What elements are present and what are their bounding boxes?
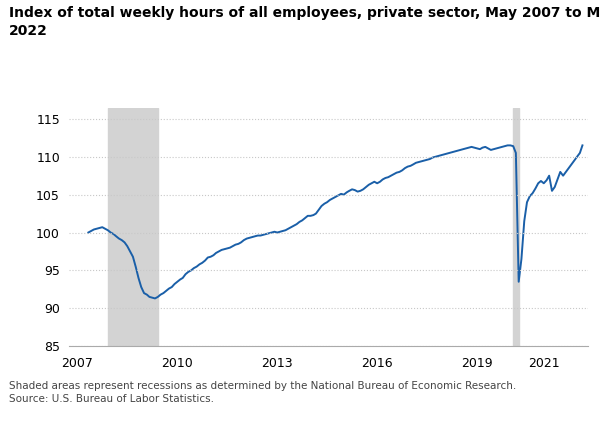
Bar [513,108,518,346]
Text: Shaded areas represent recessions as determined by the National Bureau of Econom: Shaded areas represent recessions as det… [9,381,516,404]
Text: Index of total weekly hours of all employees, private sector, May 2007 to March
: Index of total weekly hours of all emplo… [9,6,600,38]
Bar [108,108,158,346]
